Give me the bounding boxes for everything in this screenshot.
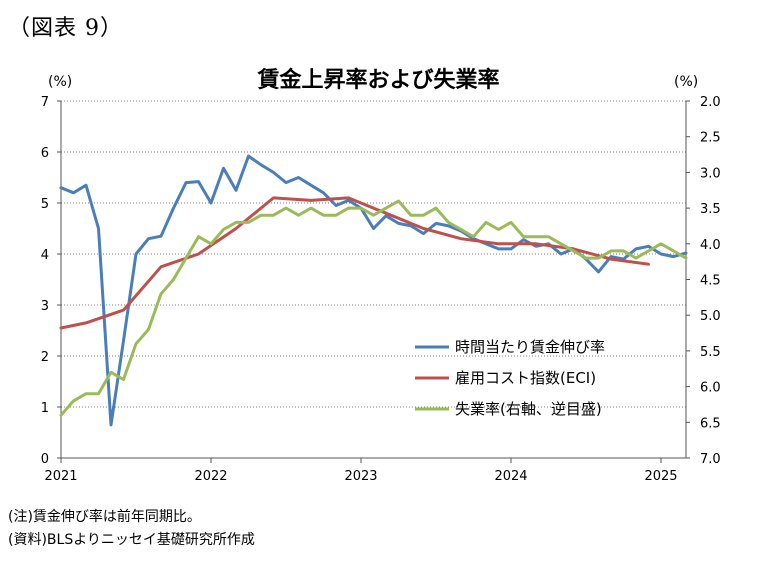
y-left-tick-label: 5	[41, 197, 49, 212]
legend-label-2: 雇用コスト指数(ECI)	[455, 369, 596, 387]
y-right-tick-label: 6.5	[700, 416, 721, 431]
line-chart: 0 1 2 3 4 5 6 7 2.0 2.5 3.0 3.5 4.0 4.5 5.0 5.5 6.0 6.5 7.…	[41, 95, 721, 484]
y-left-tick-label: 4	[41, 248, 49, 263]
source-text: (資料)BLSよりニッセイ基礎研究所作成	[8, 532, 255, 548]
series-line-2	[59, 196, 650, 330]
y-right-tick-label: 2.5	[700, 131, 721, 146]
chart-title: 賃金上昇率および失業率	[257, 68, 500, 93]
y-right-tick-label: 3.5	[700, 202, 721, 217]
legend-label-1: 時間当たり賃金伸び率	[455, 338, 605, 356]
y-right-tick-label: 2.0	[700, 95, 721, 110]
right-axis-unit: (%)	[674, 74, 699, 90]
y-right-tick-label: 4.5	[700, 274, 721, 289]
y-left-tick-label: 1	[41, 401, 49, 416]
x-tick-label: 2022	[194, 469, 227, 484]
y-left-tick-label: 6	[41, 146, 49, 161]
x-tick-label: 2024	[494, 469, 527, 484]
y-left-tick-label: 3	[41, 299, 49, 314]
x-tick-label: 2023	[344, 469, 377, 484]
x-tick-label: 2025	[644, 469, 677, 484]
y-right-tick-label: 6.0	[700, 381, 721, 396]
y-right-tick-label: 5.0	[700, 309, 721, 324]
figure-label: （図表 9）	[8, 16, 123, 41]
y-right-tick-label: 5.5	[700, 345, 721, 360]
note-text: (注)賃金伸び率は前年同期比。	[8, 509, 201, 525]
series-line-3	[59, 199, 688, 417]
y-right-tick-label: 3.0	[700, 166, 721, 181]
y-right-tick-label: 4.0	[700, 238, 721, 253]
x-tick-label: 2021	[44, 469, 77, 484]
notes: (注)賃金伸び率は前年同期比。 (資料)BLSよりニッセイ基礎研究所作成	[8, 506, 255, 552]
y-left-tick-label: 0	[41, 452, 49, 467]
legend-label-3: 失業率(右軸、逆目盛)	[455, 400, 602, 418]
y-right-tick-label: 7.0	[700, 452, 721, 467]
y-left-tick-label: 7	[41, 95, 49, 110]
left-axis-unit: (%)	[48, 74, 73, 90]
y-left-tick-label: 2	[41, 350, 49, 365]
